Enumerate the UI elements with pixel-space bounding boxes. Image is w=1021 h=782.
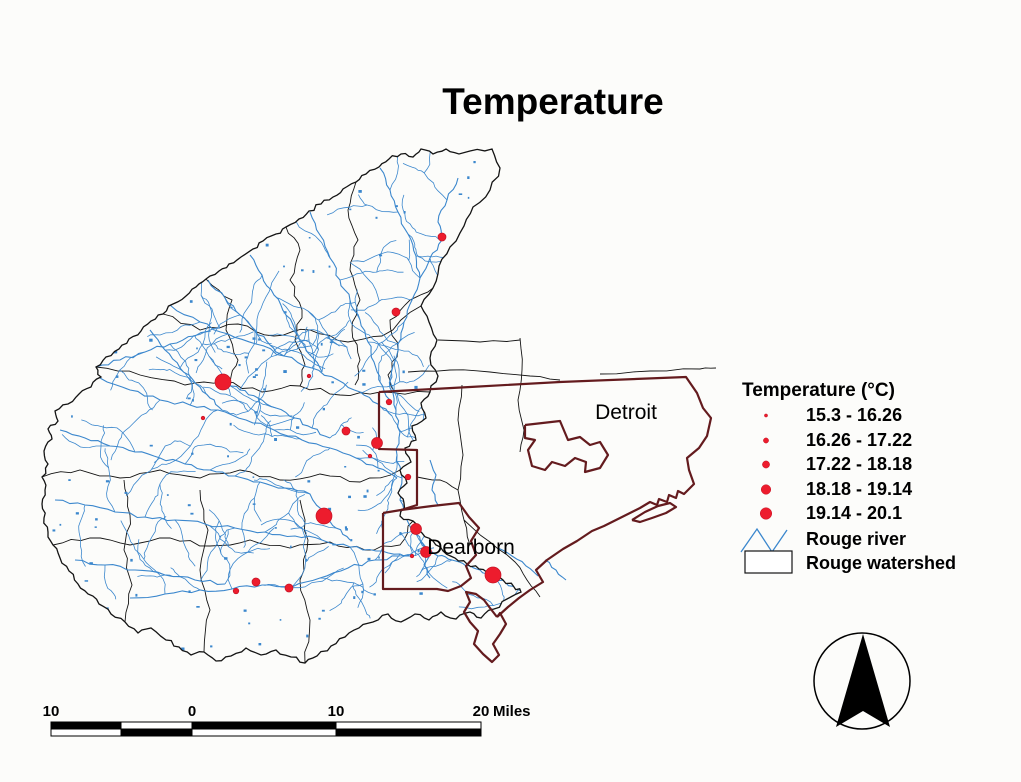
temperature-point	[341, 426, 351, 436]
city-boundary	[378, 375, 713, 618]
legend-class5-dot-icon	[759, 507, 773, 520]
north-arrow-icon	[813, 632, 911, 730]
temperature-point	[214, 373, 232, 391]
legend-class1-label: 15.3 - 16.26	[806, 405, 902, 425]
scale-label-right: 20	[473, 703, 490, 720]
legend-class2-dot-icon	[763, 437, 769, 444]
watershed-boundary	[41, 148, 522, 664]
temperature-point	[385, 398, 393, 406]
dearborn-label: Dearborn	[427, 536, 515, 559]
legend-header: Temperature (°C)	[742, 380, 895, 401]
scale-label-mid: 10	[328, 703, 345, 720]
detroit-label: Detroit	[595, 401, 657, 424]
city-boundary	[523, 419, 610, 474]
legend-class4-label: 18.18 - 19.14	[806, 479, 912, 499]
temperature-point	[437, 232, 447, 242]
map-title: Temperature	[442, 81, 663, 122]
temperature-point	[484, 566, 502, 584]
temperature-point	[391, 307, 401, 317]
legend-class3-dot-icon	[762, 460, 770, 469]
map-canvas	[41, 148, 717, 664]
city-boundary	[631, 501, 678, 524]
watershed-interior	[42, 149, 521, 663]
temperature-point	[409, 553, 415, 559]
temperature-point	[420, 546, 432, 558]
scale-label-left: 10	[43, 703, 60, 720]
temperature-point	[410, 523, 422, 535]
legend-class3-label: 17.22 - 18.18	[806, 454, 912, 474]
legend: Temperature (°C) 15.3 - 16.26 16.26 - 17…	[740, 380, 956, 574]
temperature-point	[367, 453, 373, 459]
temperature-point	[404, 473, 412, 481]
legend-river-label: Rouge river	[806, 529, 906, 549]
temperature-point	[371, 437, 383, 449]
scale-units-label: Miles	[493, 703, 531, 720]
city-boundary	[381, 501, 481, 593]
legend-watershed-label: Rouge watershed	[806, 553, 956, 573]
temperature-point	[200, 415, 206, 421]
city-boundary	[377, 392, 419, 512]
legend-class1-dot-icon	[764, 413, 768, 418]
city-boundary	[462, 590, 508, 664]
legend-class2-label: 16.26 - 17.22	[806, 430, 912, 450]
legend-class5-label: 19.14 - 20.1	[806, 503, 902, 523]
temperature-point	[315, 507, 333, 525]
legend-river-icon	[740, 527, 788, 554]
temperature-point	[232, 587, 240, 595]
legend-watershed-icon	[744, 550, 793, 574]
scale-bar: 10 0 10 20 Miles	[43, 703, 531, 737]
legend-class4-dot-icon	[760, 484, 772, 495]
temperature-point	[284, 583, 294, 593]
temperature-point	[306, 373, 312, 379]
temperature-point	[251, 577, 261, 587]
scale-label-zero: 0	[188, 703, 196, 720]
